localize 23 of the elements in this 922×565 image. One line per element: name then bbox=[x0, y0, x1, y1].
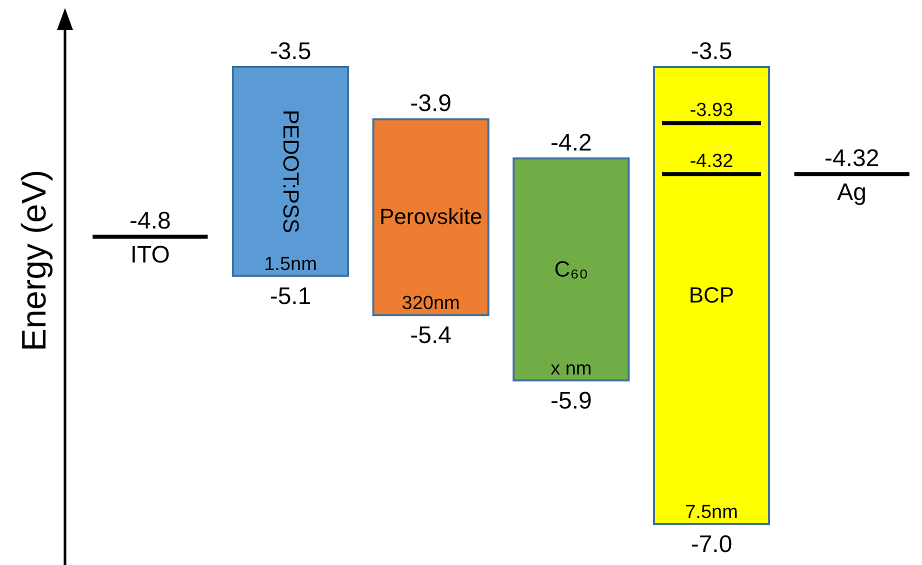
data-label: -4.2 bbox=[550, 129, 592, 156]
category-label: Perovskite bbox=[379, 204, 482, 230]
category-label: PEDOT:PSS bbox=[278, 110, 304, 234]
text: 7.5nm bbox=[685, 502, 738, 523]
text: 1.5nm bbox=[264, 254, 317, 275]
data-label: -4.8 bbox=[129, 208, 171, 235]
category-label: Ag bbox=[837, 179, 867, 206]
text: Energy (eV) bbox=[16, 170, 54, 352]
data-label: -3.5 bbox=[270, 38, 312, 65]
data-label: -7.0 bbox=[690, 531, 732, 558]
text: x nm bbox=[550, 358, 592, 380]
data-label: -3.9 bbox=[410, 90, 452, 118]
data-label: -4.32 bbox=[690, 151, 734, 172]
data-label: -4.32 bbox=[824, 145, 880, 172]
data-label: -5.4 bbox=[410, 322, 452, 350]
category-label: C₆₀ bbox=[554, 256, 588, 282]
data-label: -3.93 bbox=[690, 100, 734, 122]
text: 320nm bbox=[402, 293, 460, 314]
data-label: -5.9 bbox=[550, 387, 592, 414]
data-label: -3.5 bbox=[690, 38, 732, 65]
category-label: ITO bbox=[130, 242, 170, 269]
data-label: -5.1 bbox=[270, 282, 312, 310]
category-label: BCP bbox=[688, 282, 734, 308]
